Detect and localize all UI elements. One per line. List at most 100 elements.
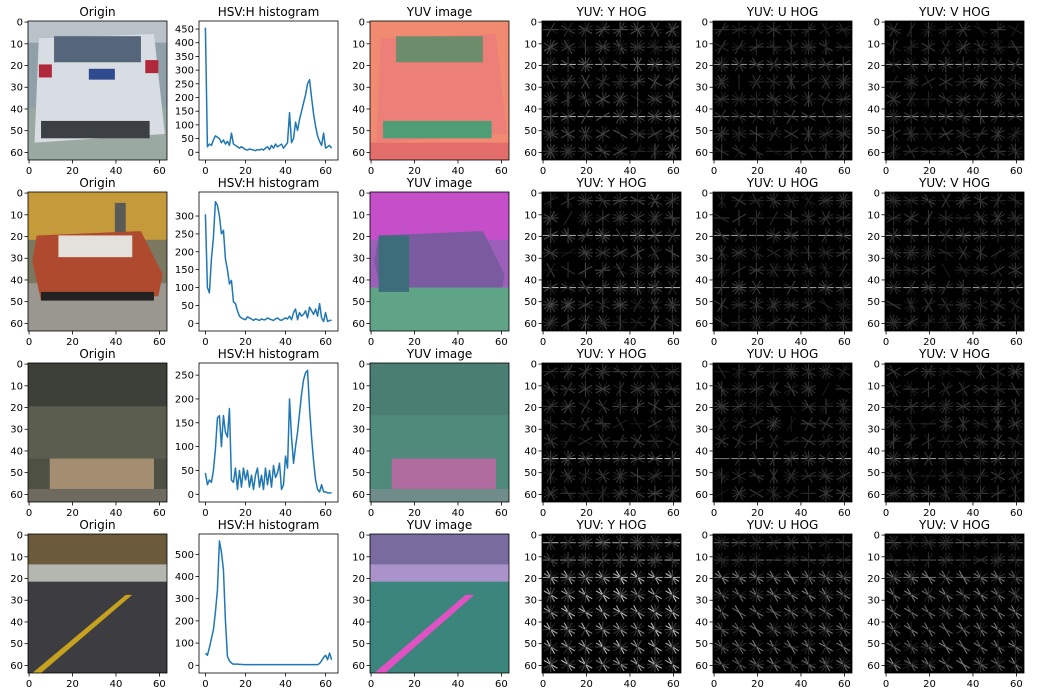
hog-gradient-line [836, 590, 851, 600]
hog-gradient-line [595, 248, 610, 258]
hog-gradient-line [836, 555, 851, 565]
hog-gradient-line [714, 60, 729, 69]
hog-gradient-line [543, 112, 558, 121]
hog-content [713, 192, 852, 331]
x-tick-label: 40 [452, 508, 465, 519]
hog-gradient-line [578, 488, 593, 498]
hog-gradient-line [976, 22, 985, 37]
hog-gradient-line [732, 402, 747, 411]
hog-gradient-line [766, 625, 781, 634]
hog-gradient-line [904, 488, 919, 498]
axes-frame [712, 362, 853, 503]
hog-gradient-line [958, 315, 968, 330]
hog-gradient-line [615, 126, 625, 141]
hog-gradient-line [732, 300, 747, 310]
hog-gradient-line [714, 129, 729, 139]
hog-gradient-line [1008, 146, 1023, 156]
hog-gradient-line [784, 231, 799, 240]
hog-gradient-line [630, 42, 645, 52]
hog-background [542, 534, 681, 673]
y-tick-label: 0 [188, 148, 194, 159]
hog-gradient-line [784, 625, 799, 634]
subplot-title: HSV:H histogram [218, 176, 320, 190]
hog-gradient-line [630, 129, 645, 139]
hog-gradient-line [801, 42, 816, 52]
subplot-r1-c1: 0 20 40 60 0 50 100 150 200 250 300 HSV:H histogram [175, 176, 339, 348]
hog-gradient-line [578, 607, 593, 617]
subplot-title: YUV: U HOG [746, 5, 819, 19]
x-tick-label: 0 [26, 166, 32, 177]
hog-gradient-line [938, 213, 953, 223]
subplot-title: YUV: V HOG [918, 347, 990, 361]
axes-frame [712, 191, 853, 332]
hog-gradient-line [836, 283, 851, 292]
hog-gradient-line [563, 364, 573, 379]
hog-gradient-line [647, 265, 662, 275]
y-tick-label: 40 [695, 446, 708, 457]
hog-gradient-line [595, 538, 610, 548]
hog-gradient-line [633, 109, 642, 124]
hog-gradient-line [647, 555, 662, 565]
taillight [38, 64, 52, 78]
hog-gradient-line [630, 248, 645, 258]
hog-gradient-line [732, 129, 747, 139]
hog-gradient-line [714, 471, 729, 481]
hog-gradient-line [578, 436, 593, 446]
hog-gradient-line [732, 590, 747, 600]
hog-gradient-line [717, 280, 727, 295]
hog-gradient-line [836, 129, 851, 139]
hog-gradient-line [595, 94, 610, 104]
hog-gradient-line [956, 231, 971, 240]
hog-gradient-line [561, 300, 576, 310]
hog-gradient-line [958, 639, 968, 654]
hog-gradient-line [647, 112, 662, 121]
y-tick-label: 60 [352, 319, 365, 330]
y-tick-label: 50 [181, 466, 194, 477]
hog-gradient-line [818, 213, 833, 223]
hog-gradient-line [1008, 367, 1023, 377]
y-tick-label: 40 [695, 275, 708, 286]
image-content [28, 363, 167, 502]
y-tick-label: 30 [352, 83, 365, 94]
hog-gradient-line [615, 535, 625, 550]
image-content [28, 192, 167, 331]
hog-gradient-line [749, 25, 764, 35]
hog-gradient-line [1008, 112, 1023, 121]
hog-gradient-line [1008, 77, 1023, 87]
hog-gradient-line [990, 659, 1005, 669]
hog-gradient-line [734, 605, 744, 620]
hog-background [713, 192, 852, 331]
hog-gradient-line [647, 283, 662, 292]
hog-gradient-line [886, 625, 901, 634]
x-tick-label: 60 [1010, 166, 1023, 177]
hog-gradient-line [561, 60, 576, 69]
hog-gradient-line [769, 74, 779, 89]
y-tick-label: 20 [867, 61, 880, 72]
hog-gradient-line [633, 57, 642, 72]
hog-gradient-line [784, 488, 799, 498]
hog-gradient-line [543, 146, 558, 156]
hog-gradient-line [990, 454, 1005, 463]
hog-gradient-line [973, 213, 988, 223]
hog-gradient-line [786, 109, 796, 124]
hog-gradient-line [563, 22, 573, 37]
hog-gradient-line [598, 639, 608, 654]
hog-gradient-line [836, 300, 851, 310]
hog-gradient-line [801, 317, 816, 327]
hog-gradient-line [543, 248, 558, 258]
hog-gradient-line [993, 144, 1003, 159]
plot-area [199, 192, 338, 331]
hog-gradient-line [578, 471, 593, 481]
y-tick-label: 0 [874, 189, 880, 200]
hog-gradient-line [613, 317, 628, 327]
x-tick-label: 0 [202, 679, 208, 690]
hog-gradient-line [630, 146, 645, 156]
hog-gradient-line [613, 642, 628, 652]
x-tick-label: 40 [624, 508, 637, 519]
ground [370, 142, 509, 160]
x-tick-label: 60 [1010, 337, 1023, 348]
y-tick-label: 30 [352, 596, 365, 607]
hog-gradient-line [941, 315, 951, 330]
license-plate [88, 68, 115, 80]
hog-gradient-line [904, 659, 919, 669]
